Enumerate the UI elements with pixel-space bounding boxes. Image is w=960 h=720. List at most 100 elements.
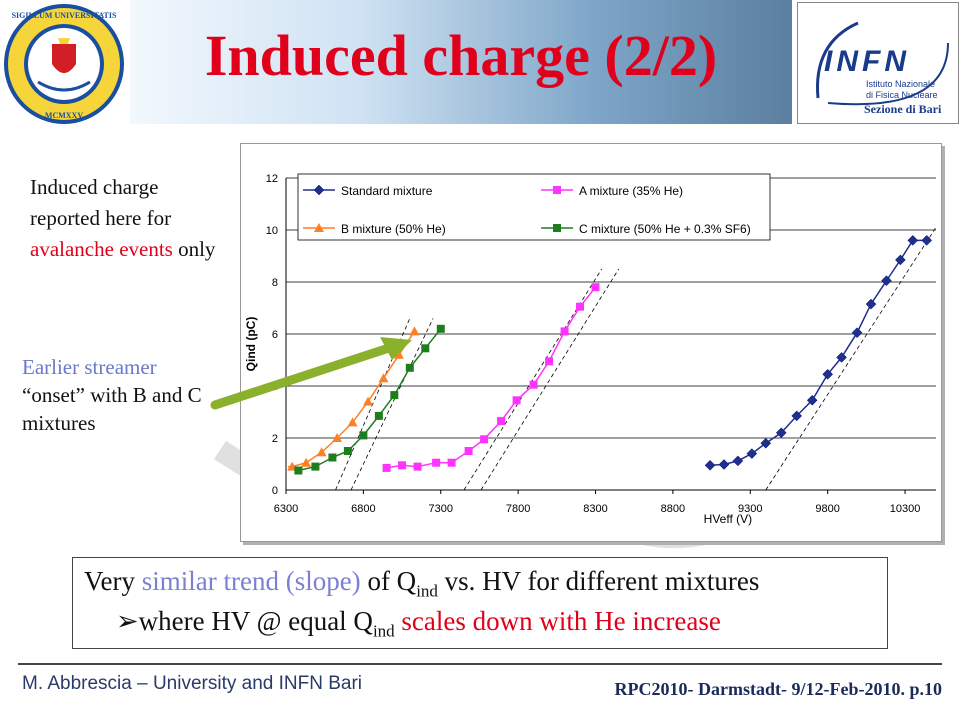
title-band bbox=[130, 0, 792, 124]
infn-logo-line2: di Fisica Nucleare bbox=[866, 90, 938, 100]
summary-line-1-b: of Q bbox=[360, 566, 417, 596]
mix-c-data-point bbox=[405, 363, 414, 372]
mix-c-data-point bbox=[311, 462, 320, 471]
standard-data-point bbox=[806, 394, 818, 406]
slide-title: Induced charge (2/2) bbox=[204, 23, 718, 88]
x-tick-label: 9800 bbox=[815, 503, 839, 515]
y-tick-label: 12 bbox=[266, 173, 278, 185]
avalanche-note-tail: only bbox=[172, 237, 216, 261]
avalanche-note-text: Induced charge reported here for bbox=[30, 175, 172, 230]
y-tick-label: 0 bbox=[272, 485, 278, 497]
legend-label: Standard mixture bbox=[341, 184, 433, 198]
standard-data-point bbox=[907, 235, 919, 246]
mix-a-data-point bbox=[560, 327, 569, 336]
slope-guide-line bbox=[765, 227, 937, 491]
induced-charge-chart: 0246810126300680073007800830088009300980… bbox=[244, 173, 937, 526]
chart-panel: 0246810126300680073007800830088009300980… bbox=[240, 143, 942, 542]
arrow-bullet-icon: ➢ bbox=[116, 606, 139, 636]
y-tick-label: 8 bbox=[272, 277, 278, 289]
standard-data-point bbox=[921, 235, 933, 246]
legend-label: B mixture (50% He) bbox=[341, 222, 446, 236]
standard-data-point bbox=[704, 459, 716, 471]
summary-line-2: ➢where HV @ equal Qind scales down with … bbox=[116, 606, 876, 641]
y-axis-title: Qind (pC) bbox=[244, 317, 258, 372]
standard-data-point bbox=[775, 427, 787, 439]
mix-a-data-point bbox=[413, 462, 422, 471]
mix-c-data-point bbox=[343, 447, 352, 455]
legend-marker bbox=[313, 184, 325, 196]
standard-data-point bbox=[732, 455, 744, 467]
standard-data-point bbox=[881, 275, 892, 287]
avalanche-note: Induced charge reported here for avalanc… bbox=[30, 172, 230, 265]
avalanche-note-highlight: avalanche events bbox=[30, 237, 173, 261]
summary-line-2-highlight: scales down with He increase bbox=[394, 606, 721, 636]
summary-box bbox=[72, 557, 888, 649]
svg-text:SIGILLUM UNIVERSITATIS: SIGILLUM UNIVERSITATIS bbox=[12, 11, 117, 20]
streamer-note: Earlier streamer “onset” with B and C mi… bbox=[22, 353, 222, 437]
mix-a-data-point bbox=[464, 447, 473, 455]
mix-a-data-point bbox=[398, 461, 407, 470]
standard-series-line bbox=[710, 239, 927, 467]
mix-c-data-point bbox=[436, 324, 445, 333]
summary-line-1-similar-trend: similar trend bbox=[141, 566, 279, 596]
infn-logo-brand: INFN bbox=[824, 45, 910, 78]
mix-a-data-point bbox=[447, 458, 456, 467]
standard-data-point bbox=[851, 327, 863, 339]
mix-b-data-point bbox=[301, 457, 312, 467]
mix-b-data-point bbox=[316, 447, 327, 457]
y-tick-label: 6 bbox=[272, 329, 278, 341]
streamer-note-text: “onset” with B and C mixtures bbox=[22, 383, 202, 435]
mix-b-data-point bbox=[378, 373, 389, 383]
mix-b-data-point bbox=[347, 417, 358, 427]
mix-c-data-point bbox=[390, 391, 399, 400]
legend-label: C mixture (50% He + 0.3% SF6) bbox=[579, 222, 751, 236]
summary-line-1-space bbox=[279, 566, 286, 596]
mix-b-data-point bbox=[332, 433, 343, 442]
infn-logo-line1: Istituto Nazionale bbox=[866, 79, 935, 89]
footer-author: M. Abbrescia – University and INFN Bari bbox=[22, 673, 363, 694]
standard-data-point bbox=[865, 298, 877, 310]
standard-data-point bbox=[760, 437, 772, 449]
mix-c-data-point bbox=[374, 411, 383, 420]
mix-a-data-point bbox=[529, 380, 538, 389]
standard-data-point bbox=[791, 410, 803, 422]
standard-data-point bbox=[746, 448, 758, 459]
mix-a-data-point bbox=[576, 302, 585, 311]
summary-line-2-a: where HV @ equal Q bbox=[138, 606, 373, 636]
x-tick-label: 7300 bbox=[429, 503, 453, 515]
mix-b-data-point bbox=[363, 396, 374, 406]
x-axis-title: HVeff (V) bbox=[704, 512, 752, 526]
x-tick-label: 7800 bbox=[506, 503, 530, 515]
mix-a-data-point bbox=[545, 357, 554, 366]
svg-text:MCMXXV: MCMXXV bbox=[45, 111, 83, 120]
y-tick-label: 2 bbox=[272, 433, 278, 445]
standard-data-point bbox=[718, 459, 730, 470]
summary-line-1-c: vs. HV for different mixtures bbox=[437, 566, 760, 596]
summary-line-1: Very similar trend (slope) of Qind vs. H… bbox=[84, 566, 884, 601]
mix-c-data-point bbox=[421, 344, 430, 353]
x-tick-label: 9300 bbox=[738, 503, 762, 515]
mix-c-data-point bbox=[328, 453, 337, 462]
summary-line-1-sub: ind bbox=[416, 581, 438, 601]
infn-logo-line3: Sezione di Bari bbox=[864, 102, 942, 116]
footer-conference: RPC2010- Darmstadt- 9/12-Feb-2010. p.10 bbox=[614, 679, 942, 699]
summary-line-1-slope: (slope) bbox=[285, 566, 361, 596]
standard-data-point bbox=[822, 368, 834, 380]
slope-guide-line bbox=[480, 268, 620, 491]
x-tick-label: 8300 bbox=[583, 503, 607, 515]
mix-a-data-point bbox=[512, 396, 521, 405]
mix-c-data-point bbox=[359, 431, 368, 440]
x-tick-label: 6800 bbox=[351, 503, 375, 515]
mix-a-data-point bbox=[432, 458, 441, 467]
y-tick-label: 10 bbox=[266, 225, 278, 237]
mix-b-data-point bbox=[393, 349, 404, 359]
mix-a-data-point bbox=[497, 417, 506, 426]
legend-label: A mixture (35% He) bbox=[579, 184, 683, 198]
summary-line-2-sub: ind bbox=[372, 621, 395, 641]
mix-a-data-point bbox=[382, 463, 391, 472]
legend-marker bbox=[314, 223, 324, 232]
slope-guide-line bbox=[350, 318, 434, 491]
mix-a-data-point bbox=[480, 435, 489, 444]
legend-marker bbox=[553, 186, 561, 194]
